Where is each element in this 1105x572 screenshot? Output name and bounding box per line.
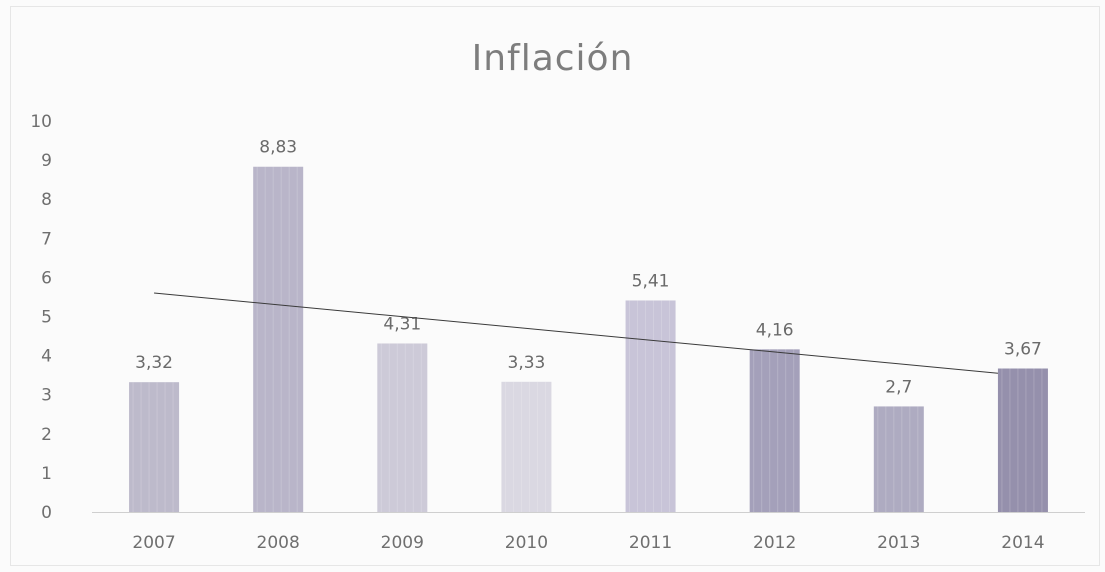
- bar-2012: [749, 349, 800, 512]
- y-tick-label: 4: [41, 347, 52, 367]
- data-label-2014: 3,67: [1004, 340, 1042, 360]
- x-tick-label-2012: 2012: [753, 533, 796, 553]
- y-tick-label: 10: [30, 112, 52, 132]
- y-tick-label: 0: [41, 503, 52, 523]
- x-tick-label-2011: 2011: [629, 533, 672, 553]
- data-label-2012: 4,16: [756, 320, 794, 340]
- y-tick-label: 7: [41, 229, 52, 249]
- x-tick-label-2007: 2007: [132, 533, 175, 553]
- y-tick-label: 1: [41, 464, 52, 484]
- bar-2009: [377, 343, 428, 512]
- bar-2011: [625, 300, 676, 512]
- chart-frame: [10, 6, 1100, 566]
- x-tick-label-2009: 2009: [381, 533, 424, 553]
- y-tick-label: 2: [41, 425, 52, 445]
- x-tick-label-2013: 2013: [877, 533, 920, 553]
- trendline: [154, 292, 998, 374]
- bar-2007: [129, 382, 180, 512]
- data-label-2011: 5,41: [632, 271, 670, 291]
- bar-2013: [873, 406, 924, 512]
- y-tick-label: 6: [41, 268, 52, 288]
- bar-2008: [253, 166, 304, 512]
- bar-2014: [997, 368, 1048, 512]
- data-label-2013: 2,7: [885, 377, 912, 397]
- data-label-2007: 3,32: [135, 353, 173, 373]
- x-tick-label-2008: 2008: [257, 533, 300, 553]
- x-tick-label-2014: 2014: [1001, 533, 1044, 553]
- y-tick-label: 9: [41, 151, 52, 171]
- data-label-2010: 3,33: [508, 353, 546, 373]
- y-tick-label: 5: [41, 308, 52, 328]
- data-label-2009: 4,31: [383, 314, 421, 334]
- y-tick-label: 8: [41, 190, 52, 210]
- chart-title: Inflación: [471, 38, 634, 79]
- data-label-2008: 8,83: [259, 138, 297, 158]
- x-tick-label-2010: 2010: [505, 533, 548, 553]
- y-tick-label: 3: [41, 386, 52, 406]
- bar-2010: [501, 381, 552, 512]
